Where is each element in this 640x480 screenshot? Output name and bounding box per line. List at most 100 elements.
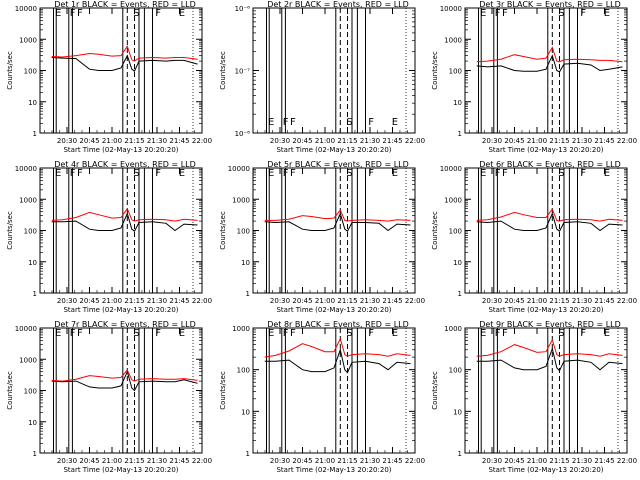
flag-letter: F	[70, 168, 76, 179]
x-tick-label: 20:30	[482, 137, 502, 145]
y-tick-label: 1000	[232, 325, 250, 333]
x-tick-label: 21:45	[382, 457, 402, 465]
flag-letter: E	[604, 168, 610, 179]
panel-det-8: Det 8r BLACK = Events, RED = LLD Counts/s…	[219, 320, 425, 474]
events-series-line	[476, 54, 623, 73]
x-axis-label: Start Time (02-May-13 20:20:20)	[488, 466, 603, 474]
y-tick-label: 10	[453, 408, 462, 416]
x-tick-label: 21:45	[169, 137, 189, 145]
flag-letter: F	[155, 8, 161, 19]
x-tick-label: 22:00	[405, 457, 425, 465]
flag-letter: S	[346, 168, 352, 179]
y-tick-label: 100	[24, 228, 37, 236]
flag-letter: F	[155, 328, 161, 339]
flag-letter: S	[346, 117, 352, 128]
x-axis-label: Start Time (02-May-13 20:20:20)	[63, 466, 178, 474]
flag-letter: E	[268, 168, 274, 179]
x-tick-label: 21:15	[337, 457, 357, 465]
panel-title: Det 1r BLACK = Events, RED = LLD	[54, 0, 196, 9]
x-tick-label: 21:30	[147, 137, 167, 145]
flag-letter: F	[495, 328, 501, 339]
flag-letter: E	[480, 8, 486, 19]
x-tick-label: 22:00	[405, 297, 425, 305]
flag-letter: S	[558, 8, 564, 19]
flag-letter: E	[392, 328, 398, 339]
x-tick-label: 20:45	[292, 297, 312, 305]
x-tick-label: 21:30	[360, 297, 380, 305]
plot-frame	[39, 7, 203, 134]
y-tick-label: 1000	[444, 196, 462, 204]
plot-frame	[252, 327, 416, 454]
y-tick-label: 10	[241, 408, 250, 416]
flag-letter: F	[155, 168, 161, 179]
x-tick-label: 21:15	[124, 297, 144, 305]
x-tick-label: 22:00	[192, 457, 212, 465]
y-tick-label: 10000	[228, 165, 250, 173]
x-tick-label: 22:00	[192, 297, 212, 305]
flag-letter: E	[392, 168, 398, 179]
plot-frame	[39, 167, 203, 294]
y-tick-label: 10000	[15, 165, 37, 173]
panel-title: Det 2r BLACK = Events, RED = LLD	[267, 0, 409, 9]
flag-letter: F	[580, 328, 586, 339]
x-tick-label: 21:30	[147, 297, 167, 305]
lld-series-line	[264, 209, 411, 222]
x-tick-label: 21:15	[337, 297, 357, 305]
flag-letter: F	[290, 328, 296, 339]
plot-frame	[464, 327, 628, 454]
x-tick-label: 21:15	[549, 457, 569, 465]
x-tick-label: 21:45	[594, 297, 614, 305]
flag-letter: F	[580, 168, 586, 179]
panel-det-5: Det 5r BLACK = Events, RED = LLD Counts/s…	[219, 160, 425, 314]
flag-letter: F	[290, 117, 296, 128]
x-tick-label: 20:45	[292, 457, 312, 465]
x-tick-label: 20:30	[482, 457, 502, 465]
y-tick-label: 1	[458, 450, 462, 458]
lld-series-line	[476, 208, 623, 222]
x-tick-label: 21:00	[315, 297, 335, 305]
x-tick-label: 21:00	[102, 457, 122, 465]
events-series-line	[51, 212, 198, 232]
y-tick-label: 100	[237, 228, 250, 236]
x-tick-label: 22:00	[192, 137, 212, 145]
x-tick-label: 21:45	[169, 297, 189, 305]
x-tick-label: 20:30	[270, 297, 290, 305]
flag-letter: S	[133, 8, 139, 19]
x-tick-label: 21:30	[572, 137, 592, 145]
x-axis-label: Start Time (02-May-13 20:20:20)	[276, 306, 391, 314]
x-tick-label: 21:45	[594, 457, 614, 465]
flag-letter: F	[70, 8, 76, 19]
x-tick-label: 20:45	[79, 137, 99, 145]
panel-det-4: Det 4r BLACK = Events, RED = LLD Counts/s…	[6, 160, 212, 314]
x-tick-label: 20:30	[270, 137, 290, 145]
flag-letter: F	[502, 8, 508, 19]
y-tick-label: 10	[453, 259, 462, 267]
flag-letter: F	[77, 328, 83, 339]
flag-letter: E	[268, 117, 274, 128]
panel-title: Det 6r BLACK = Events, RED = LLD	[479, 160, 621, 169]
y-tick-label: 10000	[15, 5, 37, 13]
x-tick-label: 21:00	[315, 457, 335, 465]
y-axis-label: Counts/sec	[431, 371, 439, 410]
y-axis-label: Counts/sec	[431, 211, 439, 250]
flag-letter: S	[346, 328, 352, 339]
y-tick-label: 1000	[19, 36, 37, 44]
y-tick-label: 100	[449, 68, 462, 76]
flag-letter: F	[368, 117, 374, 128]
lld-series-line	[51, 207, 198, 222]
x-tick-label: 20:45	[79, 457, 99, 465]
panel-det-9: Det 9r BLACK = Events, RED = LLD Counts/s…	[431, 320, 637, 474]
x-tick-label: 21:00	[527, 137, 547, 145]
x-tick-label: 21:00	[102, 297, 122, 305]
plot-frame	[39, 327, 203, 454]
flag-letter: E	[179, 168, 185, 179]
lld-series-line	[476, 46, 623, 63]
y-axis-label: Counts/sec	[219, 371, 227, 410]
x-tick-label: 22:00	[617, 137, 637, 145]
flag-letter: E	[179, 8, 185, 19]
x-axis-label: Start Time (02-May-13 20:20:20)	[276, 146, 391, 154]
y-tick-label: 1000	[19, 196, 37, 204]
y-tick-label: 10000	[15, 325, 37, 333]
x-tick-label: 20:45	[504, 457, 524, 465]
